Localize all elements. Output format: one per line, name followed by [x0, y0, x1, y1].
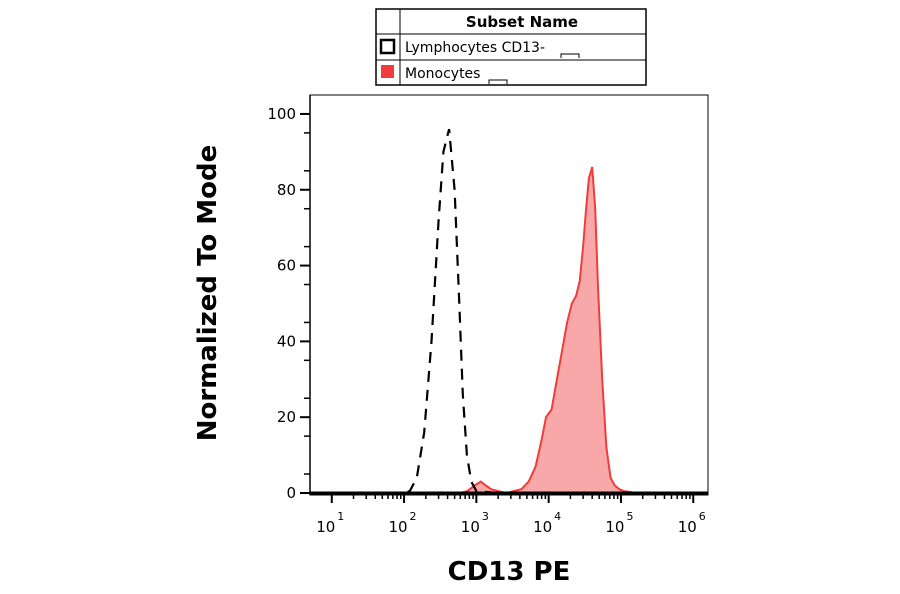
- series-monocytes-area: [331, 166, 694, 495]
- y-tick-label: 0: [286, 484, 296, 502]
- y-tick-label: 40: [277, 332, 296, 350]
- x-tick-label: 10: [533, 518, 552, 536]
- y-tick-label: 80: [277, 181, 296, 199]
- x-tick-label: 10: [605, 518, 624, 536]
- x-tick-label: 10: [389, 518, 408, 536]
- legend-label-lymphocytes: Lymphocytes CD13-: [405, 40, 545, 56]
- legend-gate-mark-lymphocytes: [560, 53, 580, 58]
- x-tick-label: 10: [678, 518, 697, 536]
- plot-frame: [309, 94, 709, 496]
- y-axis-ticks: 0 20 40 60 80 100: [267, 105, 310, 502]
- x-tick-label: 10: [316, 518, 335, 536]
- x-axis-label: CD13 PE: [448, 557, 571, 587]
- legend-gate-mark-monocytes: [488, 79, 508, 84]
- series-lymphocytes-line: [331, 128, 694, 495]
- x-tick-exponent: 3: [482, 510, 489, 523]
- x-tick-exponent: 2: [410, 510, 417, 523]
- legend-swatch-monocytes: [381, 65, 394, 78]
- legend-label-monocytes: Monocytes: [405, 66, 480, 82]
- x-tick-label: 10: [461, 518, 480, 536]
- legend-swatch-lymphocytes: [379, 38, 396, 55]
- x-tick-exponent: 5: [626, 510, 633, 523]
- y-axis-label: Normalized To Mode: [193, 145, 223, 442]
- legend-title: Subset Name: [466, 13, 578, 31]
- x-tick-exponent: 6: [699, 510, 706, 523]
- y-tick-label: 100: [267, 105, 296, 123]
- x-tick-exponent: 1: [337, 510, 344, 523]
- y-tick-label: 20: [277, 408, 296, 426]
- x-tick-exponent: 4: [554, 510, 561, 523]
- legend: Subset Name Lymphocytes CD13- Monocytes: [375, 8, 647, 86]
- y-tick-label: 60: [277, 257, 296, 275]
- legend-box: [375, 8, 647, 86]
